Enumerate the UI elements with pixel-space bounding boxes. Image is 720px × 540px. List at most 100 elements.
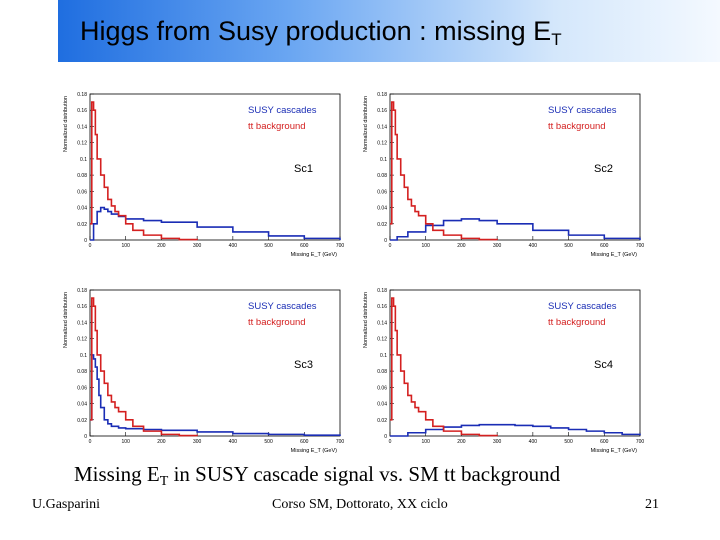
footer-course: Corso SM, Dottorato, XX ciclo xyxy=(272,497,448,512)
caption-subscript: T xyxy=(159,474,169,489)
title-bar xyxy=(58,0,720,62)
y-tick-label: 0.16 xyxy=(77,304,87,310)
panel-label: Sc2 xyxy=(594,163,613,175)
y-tick-label: 0.18 xyxy=(377,288,387,294)
y-tick-label: 0.14 xyxy=(377,124,387,130)
legend-entry: SUSY cascades xyxy=(548,105,617,116)
chart-panel-sc3: 0 0.02 0.04 0.06 0.08 0.1 0.12 0.14 0.16 0.18 0 100… xyxy=(58,278,344,463)
series-line-susy-cascades xyxy=(390,423,641,437)
caption-text-post: in SUSY cascade signal vs. SM tt backgro… xyxy=(168,462,561,486)
y-tick-label: 0.14 xyxy=(77,320,87,326)
x-axis-label: Missing E_T (GeV) xyxy=(591,448,638,454)
y-tick-label: 0.02 xyxy=(377,418,387,424)
y-tick-label: 0.04 xyxy=(377,402,387,408)
x-tick-label: 200 xyxy=(157,439,166,445)
x-axis-label: Missing E_T (GeV) xyxy=(291,448,338,454)
y-tick-label: 0.14 xyxy=(77,124,87,130)
x-tick-label: 100 xyxy=(422,243,431,249)
y-axis-label: Normalized distribution xyxy=(63,292,69,348)
plot-frame xyxy=(389,93,641,241)
y-axis-label: Normalized distribution xyxy=(63,96,69,152)
series-line-tt-background xyxy=(390,101,498,241)
x-tick-label: 0 xyxy=(89,439,92,445)
legend-entry: tt background xyxy=(548,121,606,132)
x-tick-label: 0 xyxy=(89,243,92,249)
y-tick-label: 0.08 xyxy=(77,173,87,179)
x-tick-label: 600 xyxy=(300,439,309,445)
panel-label: Sc1 xyxy=(294,163,313,175)
x-tick-label: 300 xyxy=(493,243,502,249)
x-tick-label: 700 xyxy=(636,439,644,445)
chart-panel-sc1: 0 0.02 0.04 0.06 0.08 0.1 0.12 0.14 0.16 0.18 0 100… xyxy=(58,82,344,267)
y-tick-label: 0 xyxy=(384,434,387,440)
legend-entry: SUSY cascades xyxy=(548,301,617,312)
y-tick-label: 0.12 xyxy=(377,337,387,343)
x-tick-label: 100 xyxy=(122,439,131,445)
x-tick-label: 200 xyxy=(457,439,466,445)
slide-title: Higgs from Susy production : missing ET xyxy=(80,16,562,50)
y-tick-label: 0.08 xyxy=(377,173,387,179)
x-tick-label: 600 xyxy=(600,439,609,445)
legend-entry: tt background xyxy=(248,317,306,328)
y-tick-label: 0.02 xyxy=(377,222,387,228)
plot-frame xyxy=(89,289,341,437)
x-tick-label: 100 xyxy=(422,439,431,445)
y-axis-label: Normalized distribution xyxy=(363,96,369,152)
series-line-tt-background xyxy=(90,101,198,241)
y-tick-label: 0.04 xyxy=(77,206,87,212)
y-tick-label: 0.06 xyxy=(377,385,387,391)
y-tick-label: 0.1 xyxy=(380,157,387,163)
x-tick-label: 500 xyxy=(264,439,273,445)
x-tick-label: 300 xyxy=(193,243,202,249)
x-tick-label: 200 xyxy=(457,243,466,249)
y-tick-label: 0.14 xyxy=(377,320,387,326)
x-axis-label: Missing E_T (GeV) xyxy=(291,252,338,258)
y-tick-label: 0.06 xyxy=(77,385,87,391)
y-tick-label: 0.16 xyxy=(77,108,87,114)
x-tick-label: 300 xyxy=(493,439,502,445)
y-tick-label: 0.18 xyxy=(377,92,387,98)
y-tick-label: 0.06 xyxy=(77,189,87,195)
x-tick-label: 500 xyxy=(264,243,273,249)
x-tick-label: 400 xyxy=(529,243,538,249)
panel-label: Sc4 xyxy=(594,359,613,371)
y-tick-label: 0.08 xyxy=(377,369,387,375)
x-tick-label: 700 xyxy=(336,439,344,445)
y-tick-label: 0.16 xyxy=(377,304,387,310)
slide-title-subscript: T xyxy=(551,30,562,49)
y-tick-label: 0.06 xyxy=(377,189,387,195)
y-tick-label: 0.12 xyxy=(77,141,87,147)
panel-label: Sc3 xyxy=(294,359,313,371)
x-tick-label: 300 xyxy=(193,439,202,445)
x-tick-label: 400 xyxy=(529,439,538,445)
y-tick-label: 0.18 xyxy=(77,92,87,98)
series-line-susy-cascades xyxy=(90,354,341,436)
plot-frame xyxy=(389,289,641,437)
x-tick-label: 500 xyxy=(564,243,573,249)
y-tick-label: 0 xyxy=(84,238,87,244)
slide-title-text: Higgs from Susy production : missing E xyxy=(80,16,552,46)
y-tick-label: 0.1 xyxy=(80,157,87,163)
y-tick-label: 0 xyxy=(84,434,87,440)
x-tick-label: 0 xyxy=(389,243,392,249)
x-tick-label: 0 xyxy=(389,439,392,445)
series-line-susy-cascades xyxy=(390,218,641,241)
y-tick-label: 0.16 xyxy=(377,108,387,114)
y-tick-label: 0.04 xyxy=(77,402,87,408)
y-tick-label: 0.12 xyxy=(77,337,87,343)
x-tick-label: 500 xyxy=(564,439,573,445)
x-tick-label: 100 xyxy=(122,243,131,249)
x-tick-label: 200 xyxy=(157,243,166,249)
footer-author: U.Gasparini xyxy=(32,497,101,512)
y-tick-label: 0.1 xyxy=(380,353,387,359)
y-tick-label: 0.1 xyxy=(80,353,87,359)
x-tick-label: 400 xyxy=(229,243,238,249)
chart-svg: 0 0.02 0.04 0.06 0.08 0.1 0.12 0.14 0.16 0.18 0 100… xyxy=(363,288,644,454)
chart-svg: 0 0.02 0.04 0.06 0.08 0.1 0.12 0.14 0.16 0.18 0 100… xyxy=(363,92,644,258)
chart-panel-sc4: 0 0.02 0.04 0.06 0.08 0.1 0.12 0.14 0.16 0.18 0 100… xyxy=(358,278,644,463)
y-tick-label: 0.12 xyxy=(377,141,387,147)
legend-entry: tt background xyxy=(248,121,306,132)
legend-entry: SUSY cascades xyxy=(248,301,317,312)
x-axis-label: Missing E_T (GeV) xyxy=(591,252,638,258)
x-tick-label: 400 xyxy=(229,439,238,445)
